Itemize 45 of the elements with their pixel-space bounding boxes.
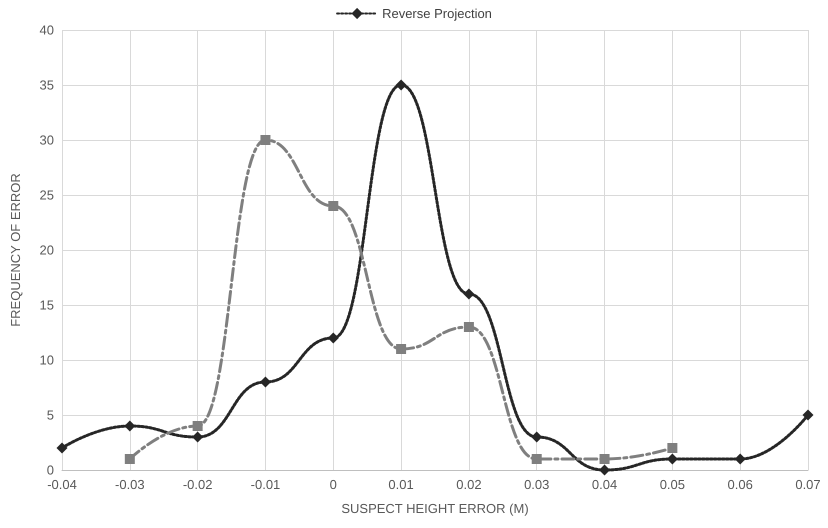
point (802, 410, 814, 420)
point (531, 432, 542, 442)
point (464, 322, 474, 332)
y-tick-label: 40 (40, 22, 54, 38)
point (124, 420, 136, 432)
y-tick-label: 5 (46, 408, 54, 422)
x-tick-label: 0.06 (728, 477, 753, 492)
point (734, 454, 746, 464)
point (192, 432, 204, 442)
x-tick-label: 0 (330, 477, 337, 492)
point (396, 80, 407, 90)
point (260, 376, 271, 388)
point (600, 454, 610, 464)
x-tick-label: 0.01 (388, 477, 414, 492)
x-tick-label: 0.02 (456, 477, 482, 492)
y-axis-title: FREQUENCY OF ERROR (8, 173, 23, 327)
x-tick-label: 0.04 (592, 477, 618, 492)
legend-label: Reverse Projection (382, 6, 492, 21)
point (599, 464, 610, 476)
y-tick-label: 20 (40, 242, 54, 258)
y-tick-label: 10 (40, 352, 54, 368)
point (124, 454, 135, 464)
x-tick-label: -0.03 (115, 477, 145, 492)
y-tick-label: 35 (40, 78, 54, 92)
point (192, 421, 203, 431)
y-tick-label: 15 (40, 298, 54, 312)
y-tick-label: 25 (40, 188, 54, 202)
point (666, 454, 678, 464)
x-tick-label: -0.02 (182, 477, 212, 492)
y-tick-label: 0 (46, 462, 54, 478)
point (532, 454, 542, 464)
point (463, 288, 474, 300)
point (396, 344, 406, 354)
point (667, 443, 678, 453)
x-axis-title: SUSPECT HEIGHT ERROR (M) (341, 501, 529, 516)
x-tick-label: -0.01 (250, 477, 280, 492)
x-tick-label: 0.03 (524, 477, 550, 492)
x-tick-label: 0.07 (795, 477, 821, 492)
y-tick-label: 30 (40, 132, 54, 148)
x-tick-label: -0.04 (47, 477, 77, 492)
x-tick-label: 0.05 (660, 477, 686, 492)
point (328, 201, 338, 211)
point (56, 442, 68, 454)
point (328, 332, 339, 344)
point (260, 135, 270, 145)
